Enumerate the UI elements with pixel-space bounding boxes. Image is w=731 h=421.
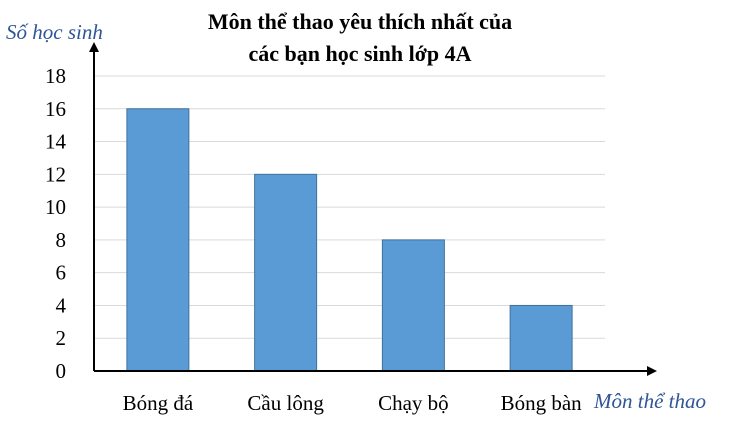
chart-title-line-1: Môn thể thao yêu thích nhất của: [208, 9, 512, 34]
y-axis-label: Số học sinh: [6, 20, 103, 44]
y-tick-label: 2: [56, 326, 67, 350]
x-tick-label: Cầu lông: [247, 391, 324, 415]
x-axis-label: Môn thể thao: [593, 389, 706, 413]
y-tick-label: 6: [56, 261, 67, 285]
x-tick-label: Chạy bộ: [378, 391, 449, 415]
y-tick-label: 8: [56, 228, 67, 252]
bar: [254, 173, 318, 372]
x-tick-label: Bóng đá: [123, 391, 194, 415]
y-tick-label: 0: [56, 359, 67, 383]
bar: [126, 108, 190, 372]
y-tick-label: 4: [56, 293, 67, 317]
y-tick-label: 10: [45, 195, 66, 219]
x-tick-labels: Bóng đá Cầu lông Chạy bộ Bóng bàn: [123, 391, 583, 415]
bar: [381, 239, 445, 372]
bar: [509, 304, 573, 372]
bars: [126, 108, 573, 372]
x-tick-label: Bóng bàn: [501, 391, 583, 415]
y-tick-label: 12: [45, 162, 66, 186]
y-tick-label: 18: [45, 64, 66, 88]
y-tick-labels: 0 2 4 6 8 10 12 14 16 18: [45, 64, 67, 383]
chart-title-line-2: các bạn học sinh lớp 4A: [248, 41, 471, 66]
y-tick-label: 16: [45, 97, 66, 121]
y-tick-label: 14: [45, 130, 67, 154]
